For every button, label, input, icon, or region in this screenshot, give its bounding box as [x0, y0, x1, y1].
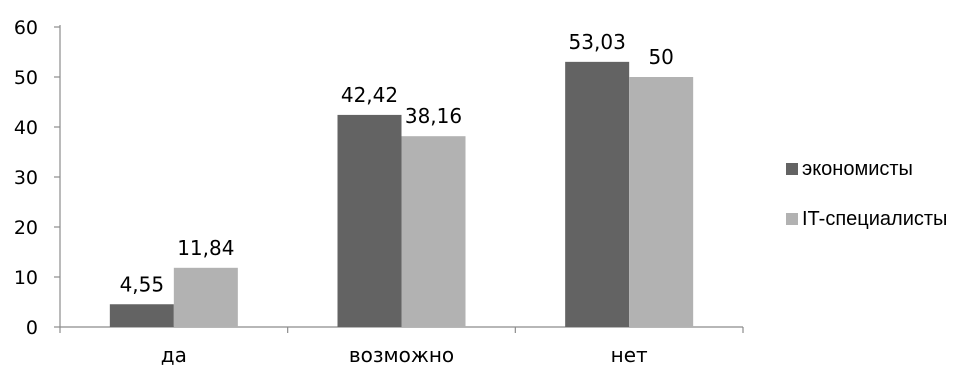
- bars-group: [109, 61, 694, 328]
- y-tick-label: 50: [14, 67, 38, 89]
- data-labels-group: 4,55 42,42 53,03 11,84 38,16 50: [120, 30, 674, 296]
- data-label: 50: [648, 45, 673, 69]
- y-tick-label: 40: [14, 117, 38, 139]
- bar-it-specialists: [629, 77, 694, 327]
- bar-it-specialists: [173, 267, 238, 327]
- y-tick-label: 20: [14, 217, 38, 239]
- y-tick-label: 0: [26, 317, 38, 339]
- data-label: 53,03: [569, 30, 626, 54]
- x-category-label: нет: [611, 343, 648, 367]
- data-label: 38,16: [405, 104, 462, 128]
- bar-economists: [337, 114, 402, 328]
- bar-economists: [109, 304, 174, 327]
- y-tick-label: 10: [14, 267, 38, 289]
- legend-swatch: [786, 213, 798, 225]
- x-category-label: да: [161, 343, 187, 367]
- data-label: 4,55: [120, 272, 165, 296]
- legend: экономисты IT-специалисты: [786, 158, 947, 230]
- bar-economists: [565, 61, 630, 327]
- legend-label: экономисты: [802, 158, 913, 180]
- bar-it-specialists: [401, 136, 466, 327]
- legend-swatch: [786, 163, 798, 175]
- x-category-label: возможно: [349, 343, 454, 367]
- y-tick-label: 30: [14, 167, 38, 189]
- legend-label: IT-специалисты: [802, 208, 947, 230]
- data-label: 42,42: [341, 83, 398, 107]
- y-tick-label: 60: [14, 17, 38, 39]
- x-axis: да возможно нет: [59, 326, 744, 367]
- y-axis: 0 10 20 30 40 50 60: [14, 17, 61, 339]
- data-label: 11,84: [177, 236, 234, 260]
